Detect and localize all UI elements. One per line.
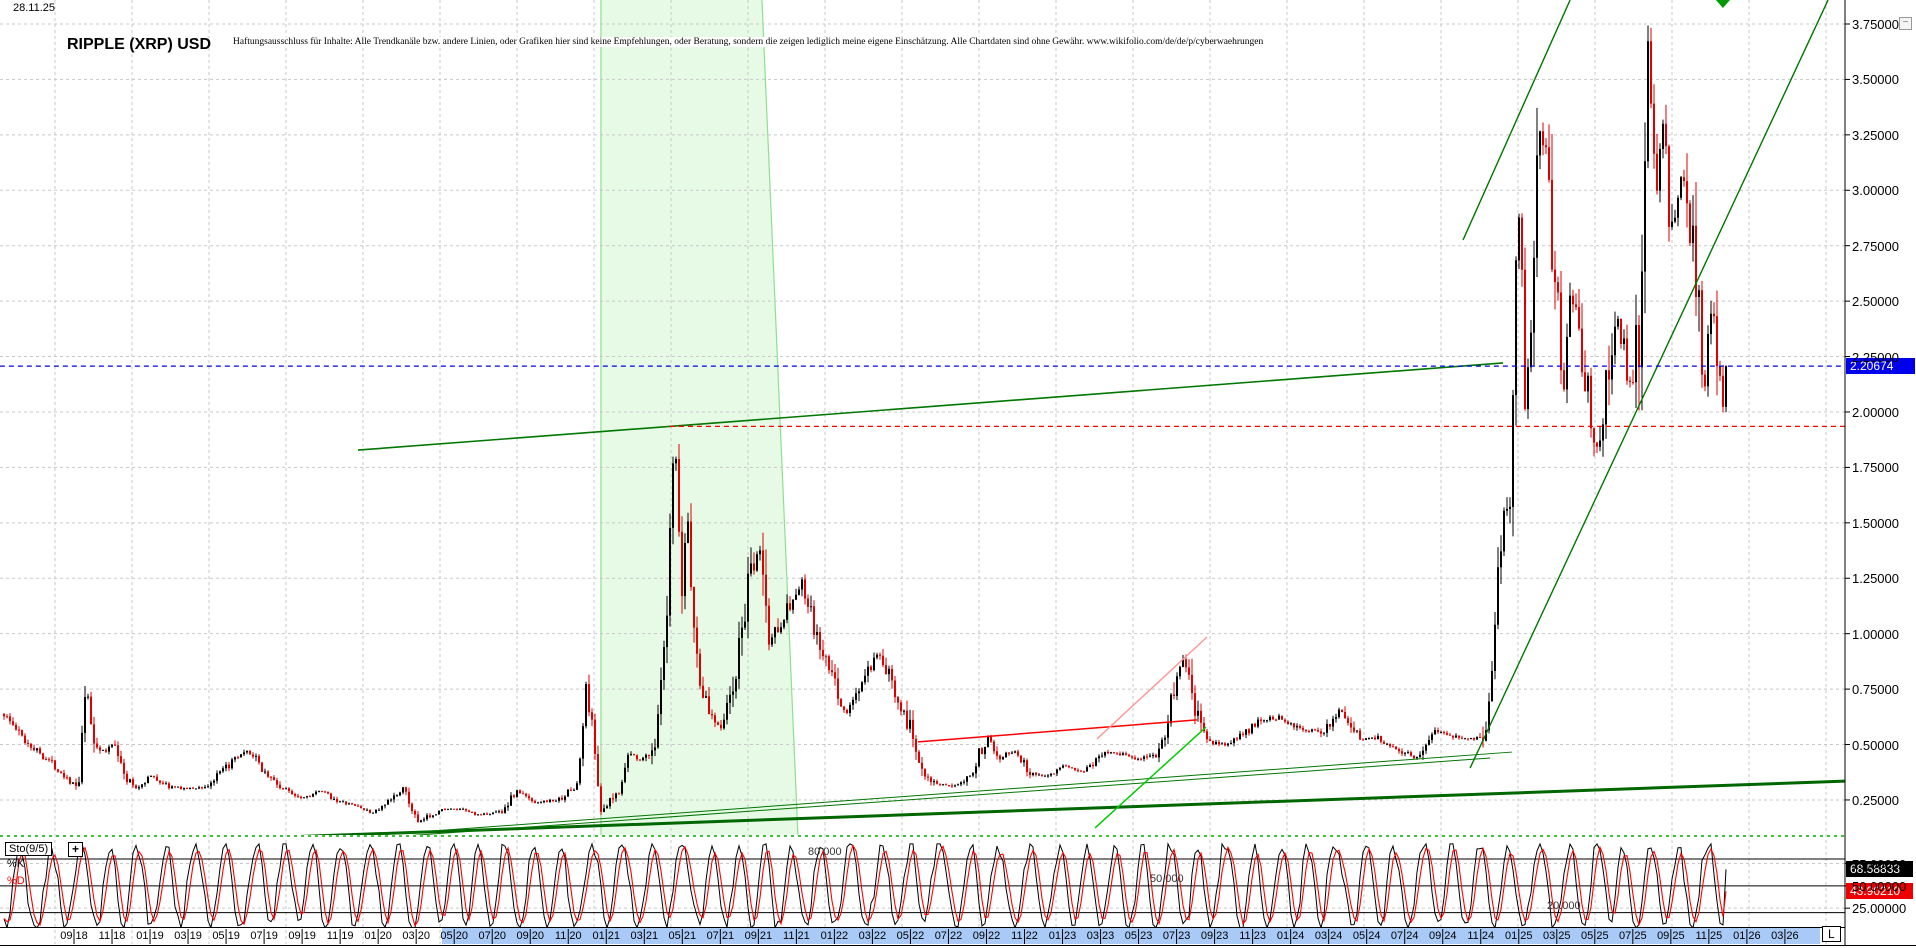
- price-axis-label: 1.50000: [1852, 515, 1899, 531]
- sto-threshold-label: 20.000: [1547, 899, 1581, 912]
- d-value-badge: 43.90210: [1846, 883, 1913, 899]
- trendline-local-resistance: [917, 719, 1197, 743]
- sto-indicator-button[interactable]: Sto(9/5): [5, 842, 53, 856]
- price-axis-label: 0.25000: [1852, 792, 1899, 808]
- sto-axis-label: 25.00000: [1852, 901, 1907, 917]
- date-axis-label: 11 24: [1467, 930, 1495, 942]
- date-axis-label: 09 20: [516, 930, 544, 942]
- date-axis-label: 11 19: [326, 930, 354, 942]
- date-axis-label: 01 20: [364, 930, 392, 942]
- date-axis-label: 07 20: [478, 930, 506, 942]
- chart-title: RIPPLE (XRP) USD: [67, 36, 212, 53]
- date-axis-label: 07 25: [1619, 930, 1647, 942]
- collapse-icon[interactable]: −: [1899, 17, 1912, 30]
- current-price-badge: 2.20674: [1846, 358, 1915, 374]
- date-axis-label: 05 24: [1352, 930, 1381, 942]
- date-axis-label: 07 24: [1390, 930, 1419, 942]
- oscillator-layer: [3, 842, 1727, 927]
- sto-threshold-label: 80.000: [808, 846, 842, 859]
- indicator-add-button[interactable]: +: [68, 842, 83, 857]
- price-axis-label: 2.50000: [1852, 294, 1899, 310]
- price-axis-label: 3.75000: [1852, 17, 1899, 32]
- date-axis-label: 07 23: [1162, 930, 1191, 942]
- trendline-support-minor-b: [411, 757, 1491, 835]
- date-axis-label: 11 23: [1239, 930, 1266, 942]
- trendline-long-resistance: [357, 362, 1504, 451]
- k-series-label: %K: [7, 858, 25, 870]
- trendline-support-minor-a: [370, 751, 1512, 835]
- candles-layer: [3, 25, 1727, 823]
- date-axis-label: 05 20: [440, 930, 468, 942]
- date-axis-label: 01 21: [592, 930, 621, 942]
- disclaimer-text: Haftungsausschluss für Inhalte: Alle Tre…: [230, 37, 1267, 47]
- price-axis-label: 3.25000: [1852, 127, 1899, 143]
- gridlines: [0, 0, 1845, 944]
- price-axis-label: 2.00000: [1852, 404, 1899, 420]
- date-axis-label: 09 18: [60, 930, 88, 942]
- price-axis-label: 1.75000: [1852, 460, 1899, 476]
- date-axis-label: 09 21: [744, 930, 773, 942]
- date-axis-label: 01 25: [1504, 930, 1533, 942]
- date-axis-label: 07 21: [706, 930, 735, 942]
- date-axis-label: 09 19: [288, 930, 316, 942]
- sto-threshold-label: 50.000: [1150, 872, 1184, 885]
- date-axis-label: 05 22: [896, 930, 925, 942]
- highlight-band: [600, 0, 799, 836]
- date-axis-label: 09 22: [972, 930, 1001, 942]
- date-axis-label: 03 23: [1086, 930, 1115, 942]
- date-axis-label: 03 21: [630, 930, 659, 942]
- scale-toggle-button[interactable]: L: [1822, 926, 1841, 942]
- date-stamp: 28.11.25: [13, 2, 56, 14]
- date-axis-label: 11 21: [783, 930, 810, 942]
- date-axis-label: 03 25: [1543, 930, 1571, 942]
- trendline-channel-upper: [1462, 0, 1571, 241]
- trendline-rising-wedge: [1096, 636, 1208, 740]
- date-axis-label: 07 22: [934, 930, 963, 942]
- trendline-support-major: [299, 779, 1845, 835]
- date-axis-label: 11 22: [1011, 930, 1038, 942]
- price-axis-label: 1.00000: [1852, 626, 1899, 642]
- date-axis-label: 09 24: [1428, 930, 1457, 942]
- date-axis-label: 11 25: [1695, 930, 1723, 942]
- date-axis-label: 07 19: [250, 930, 278, 942]
- date-axis-label: 11 20: [554, 930, 582, 942]
- date-axis-label: 05 23: [1124, 930, 1153, 942]
- price-axis-label: 3.00000: [1852, 183, 1899, 199]
- date-axis-label: 03 22: [858, 930, 887, 942]
- date-axis-label: 03 26: [1771, 930, 1799, 942]
- date-axis-label: 11 18: [98, 930, 126, 942]
- date-axis-label: 03 20: [402, 930, 430, 942]
- date-axis-label: 01 23: [1048, 930, 1077, 942]
- price-axis-label: 2.25000: [1852, 349, 1899, 365]
- price-axis-label: 1.25000: [1852, 571, 1899, 587]
- price-axis-label: 3.50000: [1852, 72, 1899, 88]
- k-value-badge: 68.58833: [1846, 861, 1913, 877]
- price-axis-label: 2.75000: [1852, 238, 1899, 254]
- date-axis-label: 01 26: [1733, 930, 1761, 942]
- date-axis-label: 03 19: [174, 930, 202, 942]
- sto-axis-label: 75.00000: [1852, 856, 1907, 872]
- date-axis-label: 01 22: [820, 930, 849, 942]
- date-axis-label: 05 19: [212, 930, 240, 942]
- date-axis-label: 09 25: [1657, 930, 1685, 942]
- date-axis-label: 01 19: [136, 930, 164, 942]
- date-axis-label: 05 25: [1581, 930, 1609, 942]
- price-axis-label: 0.75000: [1852, 682, 1899, 698]
- trendline-channel-lower: [1469, 0, 1829, 769]
- date-range-highlight[interactable]: [442, 928, 1820, 944]
- sto-axis-label: 50.00000: [1852, 878, 1907, 894]
- date-axis-label: 01 24: [1276, 930, 1305, 942]
- trendline-breakout-steep: [1094, 726, 1207, 829]
- d-series-label: %D: [7, 875, 25, 887]
- trendlines-layer: [0, 0, 1845, 835]
- date-axis-label: 03 24: [1314, 930, 1343, 942]
- price-axis-label: 0.50000: [1852, 737, 1899, 753]
- date-axis-label: 05 21: [668, 930, 697, 942]
- arrow-down-marker: [1715, 0, 1730, 8]
- date-axis-label: 09 23: [1200, 930, 1229, 942]
